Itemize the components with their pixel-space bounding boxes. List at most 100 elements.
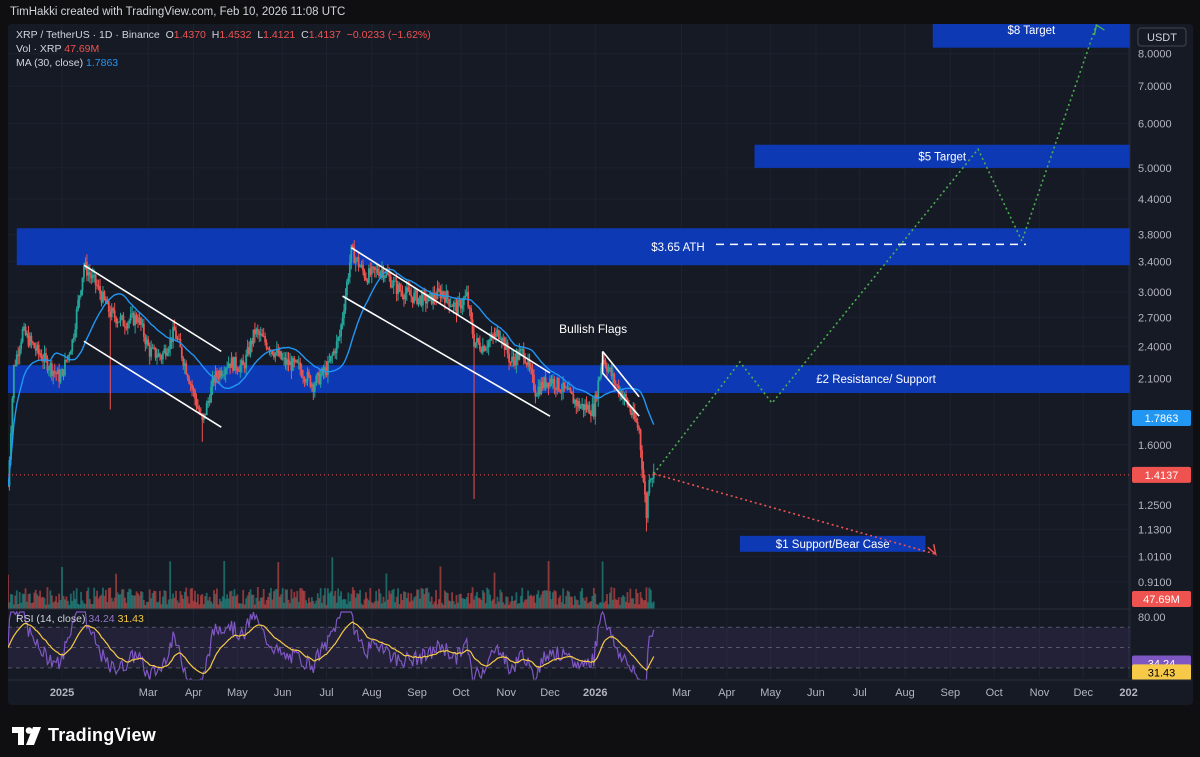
volume-bar <box>500 592 503 609</box>
volume-bar <box>211 603 214 609</box>
volume-bar <box>511 596 513 609</box>
volume-bar <box>201 593 204 609</box>
candle-body <box>405 287 408 294</box>
volume-bar <box>424 588 427 609</box>
volume-bar <box>74 598 77 609</box>
price-tick-label: 6.0000 <box>1138 119 1172 131</box>
zone-label: £2 Resistance/ Support <box>816 374 936 386</box>
volume-bar <box>405 598 408 609</box>
volume-bar <box>227 598 230 609</box>
volume-bar <box>97 598 100 609</box>
candle-body <box>519 349 522 351</box>
volume-bar <box>584 600 586 609</box>
volume-bar <box>277 562 280 609</box>
candle-body <box>329 355 332 361</box>
candle-body <box>495 332 497 337</box>
chart-panel[interactable]: $8 Target $5 Target $3.65 ATH £2 Resistance… <box>8 24 1193 705</box>
volume-bar <box>571 596 573 609</box>
candle-body <box>337 337 340 342</box>
candle-body <box>468 306 471 309</box>
volume-bar <box>278 596 281 609</box>
volume-bar <box>585 596 588 609</box>
chart-background <box>8 24 1193 705</box>
volume-bar <box>185 587 188 609</box>
candle-body <box>652 471 655 479</box>
candle-body <box>148 345 151 357</box>
volume-bar <box>420 587 423 609</box>
candle-body <box>445 291 448 303</box>
candle-body <box>291 358 294 371</box>
candle-body <box>509 362 512 364</box>
volume-bar <box>591 595 594 609</box>
candle-body <box>180 347 183 359</box>
candle-body <box>493 335 496 337</box>
price-chart[interactable]: $8 Target $5 Target $3.65 ATH £2 Resistance… <box>8 24 1193 705</box>
volume-bar <box>642 600 645 609</box>
candle-body <box>135 315 138 322</box>
candle-body <box>163 348 166 353</box>
candle-body <box>223 374 226 376</box>
volume-bar <box>508 604 511 609</box>
candle-body <box>346 281 348 296</box>
volume-bar <box>452 601 455 609</box>
candle-body <box>378 273 380 277</box>
candle-body <box>591 403 594 416</box>
candle-body <box>110 308 113 318</box>
volume-bar <box>55 596 58 609</box>
volume-bar <box>296 590 299 609</box>
candle-body <box>566 387 569 390</box>
flag-channel-line <box>342 295 551 417</box>
candle-body <box>294 360 297 362</box>
candle-body <box>391 285 394 288</box>
volume-bar <box>470 592 473 609</box>
time-tick-label: Dec <box>540 687 560 699</box>
volume-bar <box>632 598 635 609</box>
volume-bar <box>148 589 151 609</box>
candle-body <box>480 349 483 353</box>
volume-bar <box>310 597 313 609</box>
volume-bar <box>272 591 275 609</box>
volume-bar <box>465 597 468 609</box>
zone-label: $3.65 ATH <box>651 242 705 254</box>
candle-body <box>651 478 654 480</box>
candle-body <box>185 363 188 375</box>
volume-bar <box>237 603 240 609</box>
ma-price-tag: 1.7863 <box>1145 413 1179 425</box>
candle-body <box>239 365 242 372</box>
candle-body <box>563 382 566 388</box>
volume-bar <box>413 597 416 609</box>
volume-bar <box>223 560 226 609</box>
candle-body <box>261 333 264 337</box>
candle-body <box>312 384 315 392</box>
volume-bar <box>623 596 626 609</box>
candle-body <box>213 377 215 383</box>
candle-body <box>508 353 511 363</box>
volume-bar <box>137 593 139 609</box>
candle-body <box>20 342 23 350</box>
legend-symbol-row: XRP / TetherUS · 1D · Binance O1.4370 H1… <box>16 29 431 41</box>
volume-bar <box>253 604 256 609</box>
candle-body <box>595 394 598 400</box>
candle-body <box>65 359 68 361</box>
zone-box <box>932 24 1130 48</box>
candle-body <box>59 376 62 383</box>
volume-bar <box>142 600 145 609</box>
candle-body <box>245 354 248 369</box>
volume-bar <box>194 590 196 609</box>
volume-bar <box>164 591 167 609</box>
candle-body <box>584 404 586 411</box>
volume-bar <box>11 594 14 609</box>
candle-body <box>21 329 24 343</box>
candle-body <box>211 377 214 387</box>
candle-body <box>217 376 220 379</box>
candle-body <box>172 327 174 343</box>
tradingview-logo[interactable]: TradingView <box>12 725 156 746</box>
candle-body <box>401 291 404 297</box>
volume-bar <box>635 589 638 609</box>
candle-body <box>335 341 338 354</box>
volume-bar <box>579 591 582 609</box>
currency-button[interactable]: USDT <box>1137 27 1187 47</box>
candle-body <box>80 290 82 296</box>
candle-body <box>140 317 142 325</box>
volume-bar <box>40 597 43 609</box>
